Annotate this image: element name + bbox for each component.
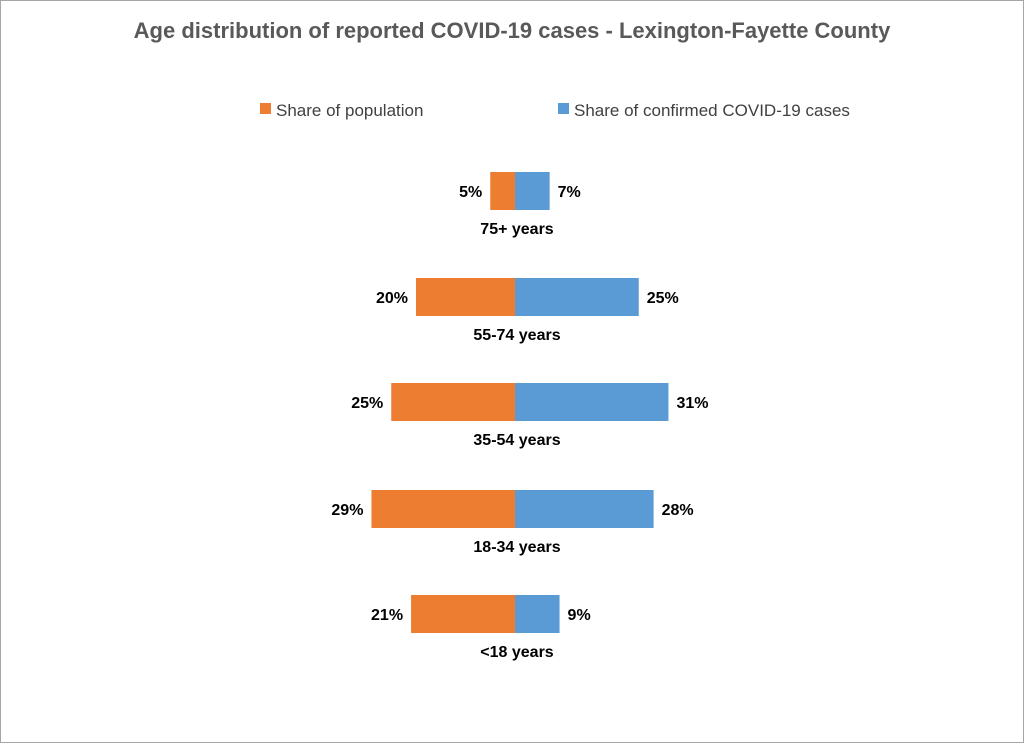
category-group: 25% 31% 35-54 years <box>351 383 708 449</box>
category-label: 75+ years <box>480 221 554 238</box>
bar-population <box>411 595 515 633</box>
bar-population <box>371 490 515 528</box>
data-label-cases: 25% <box>647 290 679 307</box>
data-label-population: 5% <box>459 184 482 201</box>
data-label-population: 20% <box>376 290 408 307</box>
category-label: 35-54 years <box>473 432 560 449</box>
legend-item-population: Share of population <box>260 101 423 120</box>
legend: Share of population Share of confirmed C… <box>260 101 850 120</box>
chart-title: Age distribution of reported COVID-19 ca… <box>134 18 891 43</box>
category-label: <18 years <box>480 644 554 661</box>
bar-population <box>416 278 515 316</box>
category-group: 20% 25% 55-74 years <box>376 278 679 344</box>
category-group: 21% 9% <18 years <box>371 595 591 661</box>
data-label-cases: 31% <box>676 395 708 412</box>
legend-item-cases: Share of confirmed COVID-19 cases <box>558 101 850 120</box>
data-label-population: 21% <box>371 607 403 624</box>
legend-label-population: Share of population <box>276 101 423 120</box>
plot-area: 5% 7% 75+ years 20% 25% 55-74 years 25% 31% 35-5… <box>331 172 708 661</box>
bar-cases <box>515 172 550 210</box>
data-label-cases: 7% <box>558 184 581 201</box>
legend-label-cases: Share of confirmed COVID-19 cases <box>574 101 850 120</box>
legend-swatch-cases <box>558 103 569 114</box>
legend-swatch-population <box>260 103 271 114</box>
data-label-cases: 28% <box>662 502 694 519</box>
bar-cases <box>515 278 639 316</box>
category-group: 29% 28% 18-34 years <box>331 490 694 556</box>
category-label: 18-34 years <box>473 539 560 556</box>
bar-cases <box>515 383 669 421</box>
data-label-population: 25% <box>351 395 383 412</box>
bar-population <box>391 383 515 421</box>
category-group: 5% 7% 75+ years <box>459 172 581 238</box>
data-label-population: 29% <box>331 502 363 519</box>
bar-cases <box>515 490 654 528</box>
bar-population <box>490 172 515 210</box>
data-label-cases: 9% <box>568 607 591 624</box>
bar-cases <box>515 595 560 633</box>
category-label: 55-74 years <box>473 327 560 344</box>
